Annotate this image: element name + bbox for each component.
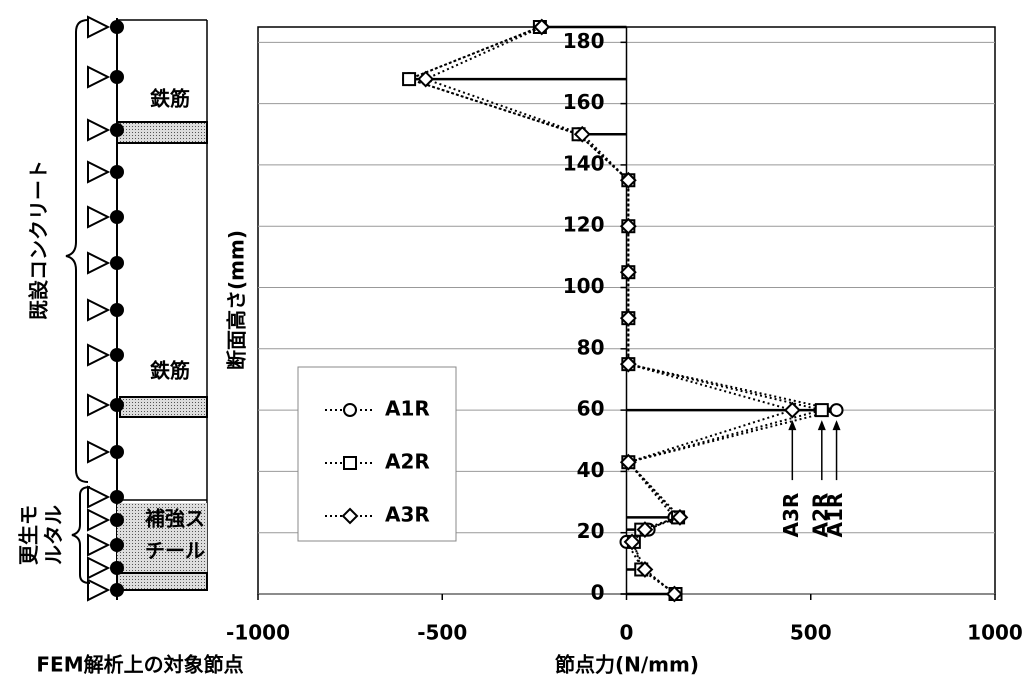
y-tick-label: 120	[563, 213, 605, 237]
y-tick-label: 180	[563, 29, 605, 53]
x-tick-label: 1000	[967, 621, 1023, 645]
marker	[665, 585, 683, 603]
marker	[619, 263, 637, 281]
annotation: A3R	[779, 493, 803, 538]
x-tick-label: -1000	[226, 621, 290, 645]
annotation-arrowhead	[832, 420, 841, 431]
node	[110, 303, 124, 317]
marker	[829, 403, 844, 418]
legend-label: A1R	[385, 397, 430, 421]
y-tick-label: 100	[563, 274, 605, 298]
label: ルタル	[42, 505, 66, 565]
annotation-arrowhead	[788, 420, 797, 431]
support	[87, 556, 111, 580]
series-line	[406, 26, 837, 595]
node	[110, 398, 124, 412]
marker	[623, 533, 641, 551]
marker	[341, 507, 359, 525]
marker	[573, 125, 591, 143]
series-line	[406, 26, 823, 595]
support	[87, 65, 111, 89]
label: 補強ス	[144, 507, 205, 531]
support	[87, 160, 111, 184]
support	[87, 485, 111, 509]
marker	[417, 70, 435, 88]
legend-label: A3R	[385, 503, 430, 527]
node	[110, 123, 124, 137]
marker	[343, 403, 357, 417]
marker	[636, 521, 654, 539]
label: 鉄筋	[150, 359, 190, 383]
node	[110, 210, 124, 224]
series-line	[422, 26, 796, 595]
marker	[533, 18, 551, 36]
annotation: A2R	[808, 493, 832, 538]
support	[87, 205, 111, 229]
x-axis-label: 節点力(N/mm)	[555, 653, 699, 677]
marker	[814, 403, 829, 418]
node	[110, 348, 124, 362]
node	[110, 165, 124, 179]
marker	[619, 355, 637, 373]
node	[110, 445, 124, 459]
support	[87, 298, 111, 322]
support	[87, 393, 111, 417]
legend: A1R A2R A3R	[297, 366, 457, 542]
y-tick-label: 160	[563, 90, 605, 114]
y-tick-label: 0	[591, 581, 605, 605]
marker	[619, 453, 637, 471]
y-tick-label: 40	[577, 458, 605, 482]
marker	[619, 171, 637, 189]
y-tick-label: 60	[577, 397, 605, 421]
marker	[343, 456, 357, 470]
legend-label: A2R	[385, 450, 430, 474]
legend-box	[297, 366, 457, 542]
label: 更生モ	[17, 505, 41, 565]
marker	[783, 401, 801, 419]
y-tick-label: 20	[577, 519, 605, 543]
node	[110, 256, 124, 270]
node	[110, 20, 124, 34]
support	[87, 343, 111, 367]
caption: FEM解析上の対象節点	[36, 653, 243, 677]
node	[110, 583, 124, 597]
label: チール	[145, 539, 205, 563]
annotation: A1R	[823, 493, 847, 538]
y-tick-label: 80	[577, 335, 605, 359]
node	[110, 561, 124, 575]
marker	[636, 561, 654, 578]
annotation-arrowhead	[817, 420, 826, 431]
marker	[619, 217, 637, 235]
x-tick-label: -500	[417, 621, 467, 645]
marker	[671, 508, 689, 526]
label: 鉄筋	[150, 87, 190, 111]
support	[87, 118, 111, 142]
node	[110, 538, 124, 552]
x-tick-label: 500	[790, 621, 832, 645]
support	[87, 251, 111, 275]
node	[110, 513, 124, 527]
marker	[402, 72, 417, 87]
node	[110, 490, 124, 504]
support	[87, 533, 111, 557]
support	[87, 578, 111, 602]
support	[87, 508, 111, 532]
support	[87, 15, 111, 39]
support	[87, 440, 111, 464]
marker	[619, 309, 637, 327]
y-tick-label: 140	[563, 151, 605, 175]
x-tick-label: 0	[620, 621, 634, 645]
label: 既設コンクリート	[27, 160, 51, 320]
schematic: 既設コンクリート 鉄筋 鉄筋 更生モ ルタル 補強ス チール FEM解析上の対象…	[17, 15, 244, 677]
y-axis-label: 断面高さ(mm)	[225, 230, 249, 370]
node	[110, 70, 124, 84]
